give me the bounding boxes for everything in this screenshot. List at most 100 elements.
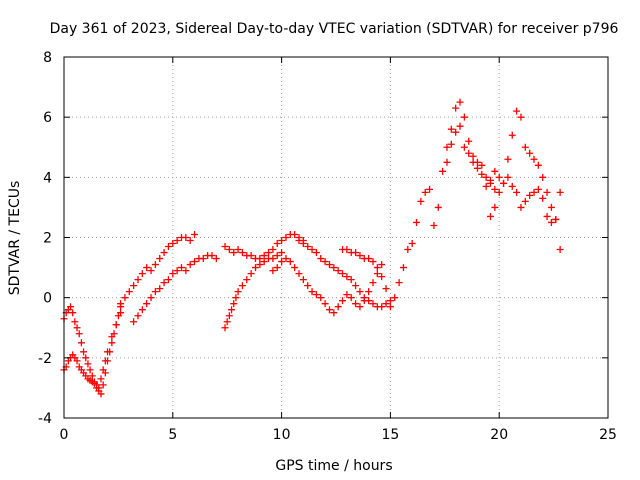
data-point	[143, 300, 151, 308]
data-point	[97, 390, 105, 398]
data-point	[443, 143, 451, 151]
data-point	[339, 297, 347, 305]
data-point	[84, 360, 92, 368]
data-point	[151, 288, 159, 296]
data-point	[543, 212, 551, 220]
data-point	[299, 240, 307, 248]
data-point	[117, 300, 125, 308]
data-point	[373, 270, 381, 278]
data-point	[321, 258, 329, 266]
data-point	[99, 366, 107, 374]
y-tick-label: -4	[38, 411, 52, 427]
data-point	[513, 107, 521, 115]
data-point	[465, 149, 473, 157]
data-point	[95, 384, 103, 392]
data-point	[97, 375, 105, 383]
data-point	[360, 294, 368, 302]
data-point	[151, 261, 159, 269]
data-point	[404, 246, 412, 254]
data-point	[356, 288, 364, 296]
data-point	[269, 246, 277, 254]
data-point	[491, 203, 499, 211]
data-point	[426, 185, 434, 193]
data-point	[282, 255, 290, 263]
data-point	[269, 255, 277, 263]
data-point	[430, 221, 438, 229]
data-point	[291, 264, 299, 272]
data-point	[299, 276, 307, 284]
data-point	[321, 300, 329, 308]
data-point	[547, 218, 555, 226]
data-point	[330, 264, 338, 272]
data-point	[286, 258, 294, 266]
data-point	[108, 333, 116, 341]
data-point	[352, 300, 360, 308]
data-point	[495, 173, 503, 181]
y-axis-ticks: -4 -2 0 2 4 6 8	[38, 50, 608, 427]
data-point	[82, 354, 90, 362]
data-point	[160, 279, 168, 287]
data-point	[208, 252, 216, 260]
data-point	[534, 185, 542, 193]
data-point	[99, 381, 107, 389]
data-point	[452, 104, 460, 112]
data-point	[260, 258, 268, 266]
data-point	[256, 261, 264, 269]
data-point	[526, 191, 534, 199]
data-points	[60, 98, 564, 398]
data-point	[386, 303, 394, 311]
data-point	[508, 131, 516, 139]
data-point	[521, 197, 529, 205]
data-point	[473, 158, 481, 166]
data-point	[138, 306, 146, 314]
data-point	[164, 243, 172, 251]
data-point	[382, 285, 390, 293]
data-point	[221, 324, 229, 332]
data-point	[138, 270, 146, 278]
data-point	[517, 113, 525, 121]
data-point	[369, 258, 377, 266]
y-tick-label: -2	[38, 351, 52, 367]
data-point	[112, 321, 120, 329]
data-point	[225, 312, 233, 320]
data-point	[260, 252, 268, 260]
y-tick-label: 0	[43, 291, 52, 307]
data-point	[173, 237, 181, 245]
data-point	[443, 158, 451, 166]
data-point	[169, 270, 177, 278]
data-point	[265, 249, 273, 257]
data-point	[365, 288, 373, 296]
data-point	[308, 288, 316, 296]
data-point	[88, 372, 96, 380]
data-point	[269, 267, 277, 275]
data-point	[295, 237, 303, 245]
data-point	[526, 149, 534, 157]
data-point	[73, 324, 81, 332]
data-point	[186, 261, 194, 269]
data-point	[121, 294, 129, 302]
data-point	[504, 155, 512, 163]
data-point	[182, 234, 190, 241]
data-point	[232, 294, 240, 302]
data-point	[508, 182, 516, 190]
data-point	[147, 294, 155, 302]
data-point	[447, 140, 455, 148]
data-point	[486, 212, 494, 220]
data-point	[282, 234, 290, 241]
data-point	[143, 264, 151, 272]
data-point	[547, 203, 555, 211]
data-point	[191, 230, 199, 238]
data-point	[434, 203, 442, 211]
x-tick-label: 5	[168, 427, 177, 443]
data-point	[178, 264, 186, 272]
data-point	[408, 240, 416, 248]
data-point	[278, 249, 286, 257]
data-point	[495, 188, 503, 196]
data-point	[173, 267, 181, 275]
data-point	[469, 152, 477, 160]
grid-lines	[64, 57, 608, 418]
data-point	[73, 357, 81, 365]
data-point	[465, 137, 473, 145]
data-point	[225, 246, 233, 254]
data-point	[156, 285, 164, 293]
